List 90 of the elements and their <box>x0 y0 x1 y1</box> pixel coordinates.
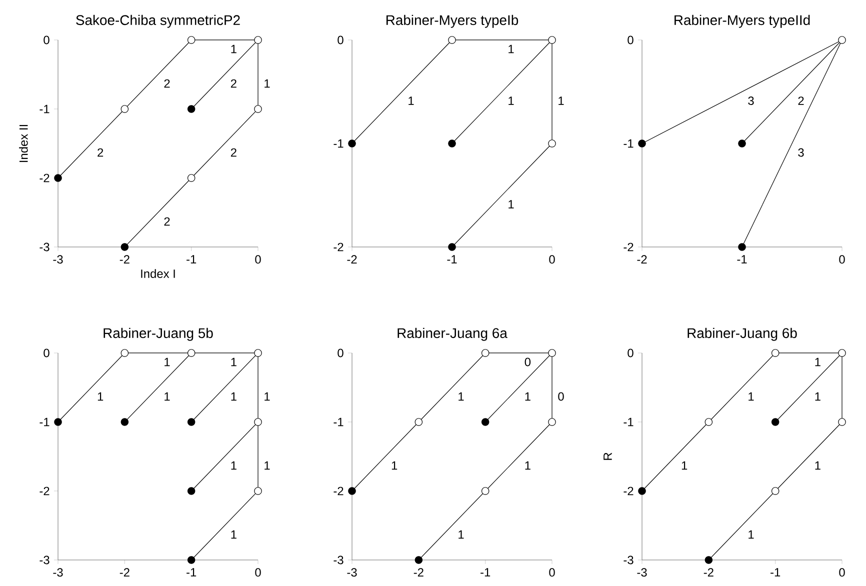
x-tick-label: -2 <box>120 255 130 264</box>
annotation: 1 <box>231 530 236 539</box>
y-tick-label: -1 <box>334 139 344 148</box>
x-tick-label: -2 <box>637 255 647 264</box>
y-tick-label: 0 <box>44 348 50 358</box>
annotation: 1 <box>264 79 270 88</box>
x-tick-label: -2 <box>704 568 714 577</box>
y-axis-title: R <box>604 452 612 460</box>
annotation: 1 <box>231 44 236 54</box>
x-tick-label: -1 <box>737 255 747 264</box>
x-tick-label: -3 <box>53 255 63 264</box>
annotation: 1 <box>748 392 754 401</box>
y-tick-label: -2 <box>40 174 50 182</box>
annotation: 1 <box>231 358 236 366</box>
annotation: 1 <box>458 530 464 539</box>
annotation: 2 <box>798 96 804 105</box>
x-tick-label: -3 <box>637 568 647 577</box>
annotation: 3 <box>798 148 804 157</box>
annotation: 1 <box>98 392 104 401</box>
y-tick-label: 0 <box>44 36 50 44</box>
x-tick-label: 0 <box>839 255 845 264</box>
y-tick-label: -2 <box>40 486 50 496</box>
y-tick-label: -3 <box>40 556 50 564</box>
chart-title: Sakoe-Chiba symmetricP2 <box>76 14 240 28</box>
annotation: 1 <box>508 200 514 208</box>
annotation: 1 <box>508 44 514 54</box>
annotation: 1 <box>164 392 170 401</box>
annotation: 1 <box>231 392 236 401</box>
annotation: 1 <box>525 461 530 470</box>
x-tick-label: -2 <box>120 568 130 577</box>
y-tick-label: -1 <box>334 418 344 426</box>
x-tick-label: -1 <box>770 568 780 576</box>
x-tick-label: 0 <box>839 568 845 577</box>
x-tick-label: -3 <box>53 568 63 577</box>
x-tick-label: -1 <box>447 255 457 264</box>
annotation: 1 <box>748 530 754 539</box>
annotation: 1 <box>815 358 820 366</box>
y-tick-label: -1 <box>40 418 50 426</box>
x-tick-label: -3 <box>347 568 357 577</box>
x-tick-label: -1 <box>480 568 490 576</box>
annotation: 1 <box>231 461 236 470</box>
chart-title: Rabiner-Juang 5b <box>104 328 213 341</box>
y-tick-label: 0 <box>338 36 344 44</box>
annotation: 1 <box>458 392 464 401</box>
x-tick-label: -1 <box>186 568 196 576</box>
annotation: 1 <box>408 96 414 105</box>
x-tick-label: 0 <box>255 255 261 264</box>
annotation: 1 <box>525 392 530 401</box>
y-tick-label: -1 <box>624 418 634 426</box>
annotation: 0 <box>524 358 531 366</box>
y-tick-label: 0 <box>628 36 634 44</box>
annotation: 0 <box>558 392 564 401</box>
annotation: 2 <box>98 148 104 157</box>
y-tick-label: 0 <box>338 348 344 358</box>
annotation: 1 <box>815 461 820 470</box>
y-tick-label: -3 <box>624 556 634 564</box>
x-tick-label: -1 <box>186 255 196 264</box>
x-tick-label: 0 <box>549 568 555 577</box>
x-axis-title: Index I <box>141 269 175 278</box>
annotation: 1 <box>815 392 820 401</box>
annotation: 2 <box>164 217 170 226</box>
annotation: 2 <box>230 79 236 88</box>
annotation: 1 <box>264 392 270 401</box>
chart-title: Rabiner-Myers typeIb <box>386 14 518 28</box>
y-tick-label: -3 <box>334 556 344 564</box>
x-tick-label: -2 <box>414 568 424 577</box>
y-tick-label: -3 <box>40 242 50 252</box>
annotation: 2 <box>164 79 170 88</box>
annotation: 3 <box>748 96 754 105</box>
y-tick-label: -1 <box>624 139 634 148</box>
annotation: 2 <box>230 148 236 157</box>
annotation: 1 <box>558 96 564 105</box>
chart-title: Rabiner-Juang 6b <box>688 328 797 341</box>
chart-title: Rabiner-Juang 6a <box>398 328 508 341</box>
y-tick-label: -2 <box>624 242 634 252</box>
y-tick-label: -1 <box>40 104 50 114</box>
x-tick-label: 0 <box>549 255 555 264</box>
y-tick-label: -2 <box>624 486 634 496</box>
x-tick-label: -2 <box>347 255 357 264</box>
y-tick-label: -2 <box>334 486 344 496</box>
chart-title: Rabiner-Myers typeIId <box>674 14 810 28</box>
x-tick-label: 0 <box>255 568 261 577</box>
annotation: 1 <box>682 461 688 470</box>
annotation: 1 <box>264 461 270 470</box>
y-tick-label: 0 <box>628 348 634 358</box>
annotation: 1 <box>392 461 398 470</box>
y-axis-title: Index II <box>19 124 28 162</box>
y-tick-label: -2 <box>334 242 344 252</box>
annotation: 1 <box>164 358 170 366</box>
annotation: 1 <box>508 96 514 105</box>
